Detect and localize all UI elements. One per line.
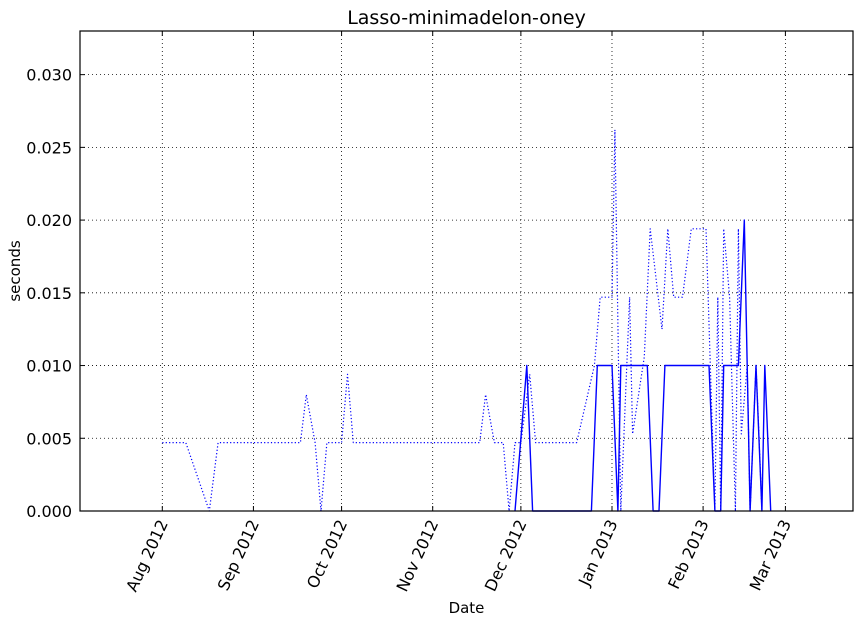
y-tick-label: 0.015 <box>26 284 72 303</box>
y-tick-label: 0.000 <box>26 502 72 521</box>
y-tick-label: 0.020 <box>26 211 72 230</box>
chart-title: Lasso-minimadelon-oney <box>347 7 586 29</box>
y-tick-label: 0.025 <box>26 138 72 157</box>
x-axis-title: Date <box>449 599 485 617</box>
y-tick-label: 0.010 <box>26 357 72 376</box>
series-line-dotted <box>162 129 763 512</box>
y-tick-label: 0.005 <box>26 429 72 448</box>
y-tick-label: 0.030 <box>26 66 72 85</box>
y-axis-title: seconds <box>6 240 24 301</box>
series-layer <box>162 129 772 512</box>
series-line-solid <box>514 219 772 512</box>
plot-area-frame <box>79 30 854 512</box>
